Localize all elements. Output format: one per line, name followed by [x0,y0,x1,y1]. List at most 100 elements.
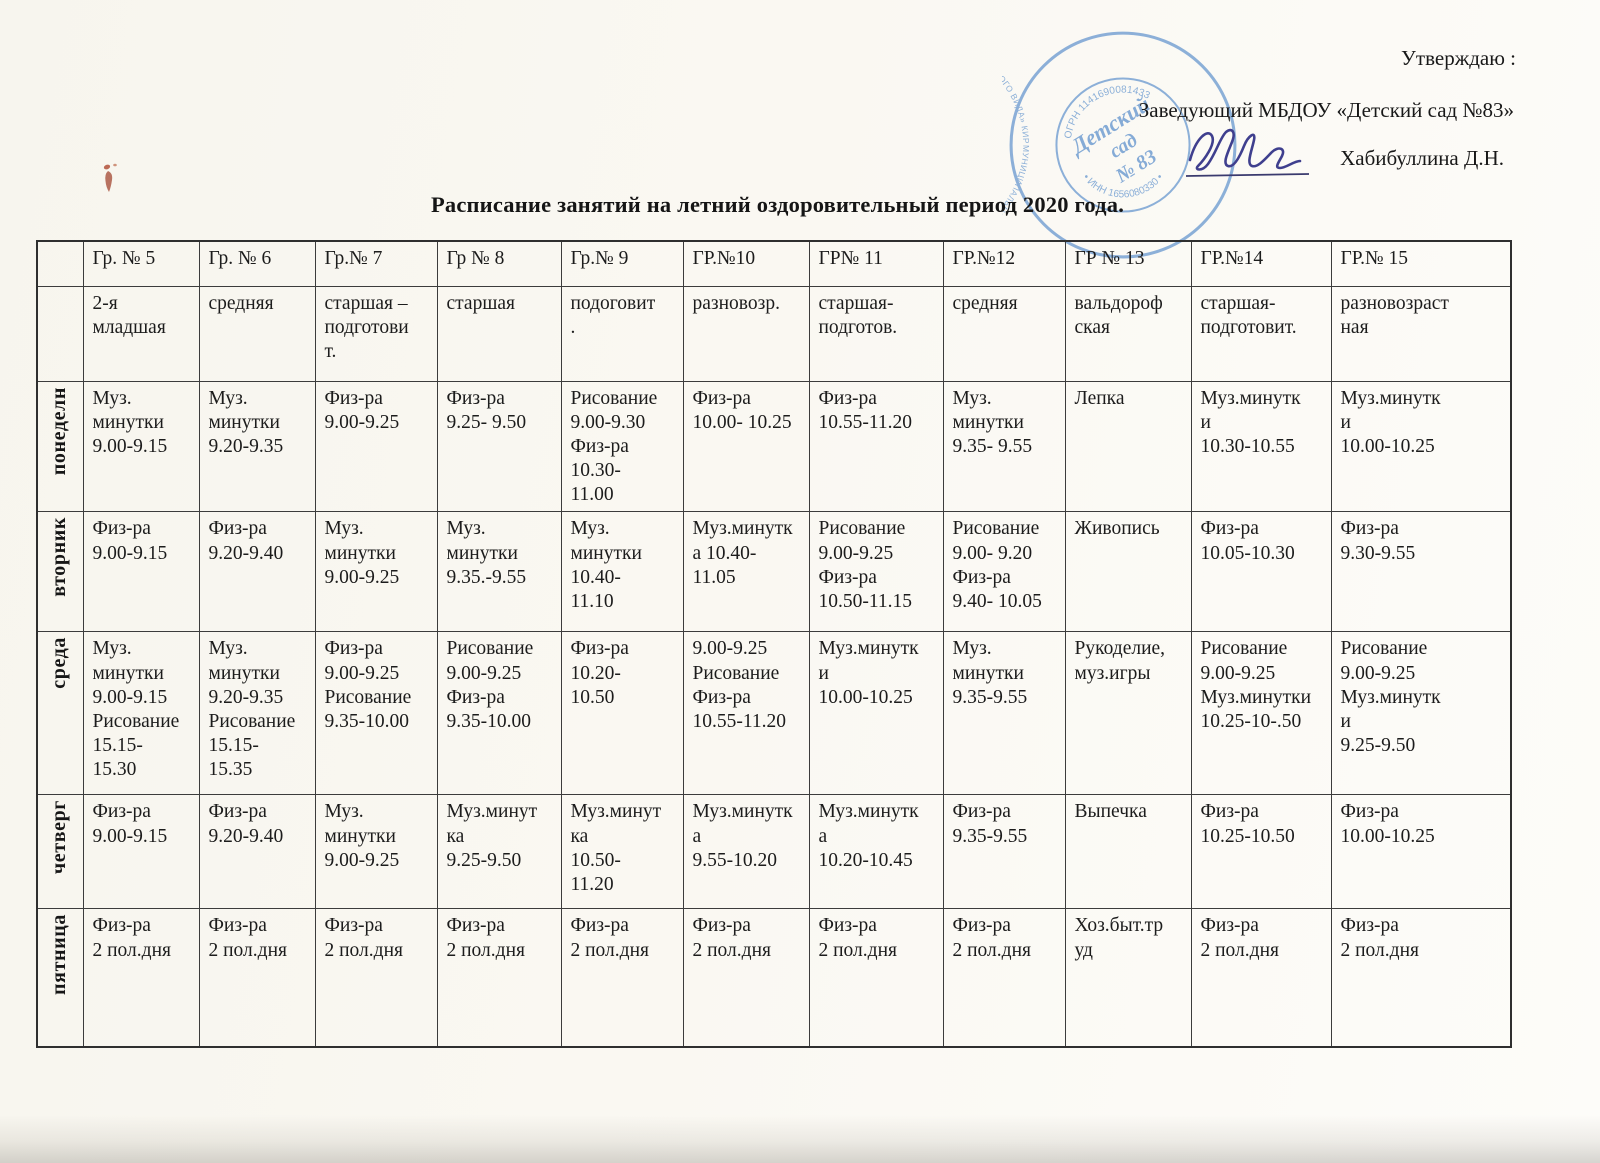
schedule-cell: Рисование 9.00-9.25 Муз.минутки 10.25-10… [1190,631,1332,796]
group-number-header: Гр. № 5 [82,240,200,287]
group-number-header: ГР.№14 [1190,240,1332,287]
schedule-cell: Хоз.быт.тр уд [1064,908,1192,1048]
schedule-cell: Муз. минутки 9.00-9.25 [314,511,438,633]
schedule-cell: Физ-ра 10.00-10.25 [1330,794,1512,910]
schedule-cell: Муз.минут ка 10.50- 11.20 [560,794,684,910]
group-type-cell: средняя [942,285,1066,382]
schedule-cell: Муз.минутк а 10.20-10.45 [808,794,944,910]
signature-underline [1185,173,1310,177]
group-type-cell: старшая- подготовит. [1190,285,1332,382]
group-type-cell: старшая [436,285,562,382]
red-ink-smudge [103,163,117,192]
schedule-cell: Физ-ра 2 пол.дня [560,908,684,1048]
schedule-cell: Физ-ра 2 пол.дня [1190,908,1332,1048]
friday-row: пятница Физ-ра 2 пол.дня Физ-ра 2 пол.дн… [36,908,1512,1048]
schedule-cell: Муз.минутк и 10.00-10.25 [808,631,944,796]
schedule-cell: Физ-ра 9.25- 9.50 [436,380,562,513]
schedule-cell: Муз.минутк а 9.55-10.20 [682,794,810,910]
signature-ink [1185,128,1310,177]
schedule-cell: Физ-ра 9.30-9.55 [1330,511,1512,633]
approve-label: Утверждаю : [1401,46,1516,70]
group-number-header: Гр.№ 9 [560,240,684,287]
schedule-cell: Физ-ра 9.00-9.15 [82,794,200,910]
schedule-cell: Муз. минутки 9.20-9.35 [198,380,316,513]
tuesday-row: вторник Физ-ра 9.00-9.15 Физ-ра 9.20-9.4… [36,511,1512,633]
schedule-cell: Физ-ра 2 пол.дня [1330,908,1512,1048]
schedule-cell: Рисование 9.00-9.25 Физ-ра 9.35-10.00 [436,631,562,796]
schedule-cell: Живопись [1064,511,1192,633]
schedule-cell: Физ-ра 9.20-9.40 [198,511,316,633]
schedule-cell: Рисование 9.00- 9.20 Физ-ра 9.40- 10.05 [942,511,1066,633]
schedule-cell: Муз. минутки 9.35.-9.55 [436,511,562,633]
schedule-cell: Физ-ра 10.55-11.20 [808,380,944,513]
group-number-header: ГР № 13 [1064,240,1192,287]
group-number-row: Гр. № 5 Гр. № 6 Гр.№ 7 Гр № 8 Гр.№ 9 ГР.… [36,240,1512,287]
monday-row: понеделн Муз. минутки 9.00-9.15 Муз. мин… [36,380,1512,513]
schedule-cell: Муз. минутки 9.00-9.15 Рисование 15.15- … [82,631,200,796]
group-number-header: ГР.№10 [682,240,810,287]
stamp-ring-text: МУНИЦИПАЛЬНОЕ БЮДЖЕТНОЕ ДОШКОЛЬНОЕ ОБРАЗ… [1002,24,1031,253]
schedule-table: Гр. № 5 Гр. № 6 Гр.№ 7 Гр № 8 Гр.№ 9 ГР.… [36,240,1512,1048]
wednesday-row: среда Муз. минутки 9.00-9.15 Рисование 1… [36,631,1512,796]
group-type-cell: старшая – подготови т. [314,285,438,382]
schedule-cell: Муз. минутки 9.35-9.55 [942,631,1066,796]
group-number-header: Гр.№ 7 [314,240,438,287]
schedule-cell: Муз.минут ка 9.25-9.50 [436,794,562,910]
schedule-cell: Физ-ра 9.35-9.55 [942,794,1066,910]
document-title: Расписание занятий на летний оздоровител… [430,192,1125,217]
schedule-cell: Физ-ра 2 пол.дня [82,908,200,1048]
schedule-cell: Выпечка [1064,794,1192,910]
group-type-cell: средняя [198,285,316,382]
schedule-cell: Муз.минутк и 10.30-10.55 [1190,380,1332,513]
schedule-cell: Муз. минутки 9.00-9.25 [314,794,438,910]
group-type-cell: разновозраст ная [1330,285,1512,382]
day-label-friday: пятница [36,908,84,1048]
schedule-cell: Физ-ра 9.00-9.15 [82,511,200,633]
schedule-cell: Муз. минутки 10.40- 11.10 [560,511,684,633]
kindergarten-stamp: МУНИЦИПАЛЬНОЕ БЮДЖЕТНОЕ ДОШКОЛЬНОЕ ОБРАЗ… [1002,24,1237,259]
group-number-header: ГР.№ 15 [1330,240,1512,287]
group-number-header: Гр № 8 [436,240,562,287]
day-label-wednesday: среда [36,631,84,796]
schedule-cell: Рисование 9.00-9.30 Физ-ра 10.30- 11.00 [560,380,684,513]
group-type-cell: старшая- подготов. [808,285,944,382]
signatory-name: Хабибуллина Д.Н. [1340,146,1504,170]
schedule-cell: Физ-ра 10.25-10.50 [1190,794,1332,910]
group-number-header: Гр. № 6 [198,240,316,287]
corner-cell [36,240,84,287]
schedule-cell: Физ-ра 2 пол.дня [314,908,438,1048]
thursday-row: четверг Физ-ра 9.00-9.15 Физ-ра 9.20-9.4… [36,794,1512,910]
schedule-cell: Физ-ра 9.00-9.25 Рисование 9.35-10.00 [314,631,438,796]
svg-text:МУНИЦИПАЛЬНОЕ БЮДЖЕТНОЕ ДОШКОЛ: МУНИЦИПАЛЬНОЕ БЮДЖЕТНОЕ ДОШКОЛЬНОЕ ОБРАЗ… [1002,24,1031,253]
signature-stroke [1188,128,1302,171]
schedule-cell: Муз. минутки 9.00-9.15 [82,380,200,513]
schedule-cell: Физ-ра 10.00- 10.25 [682,380,810,513]
day-label-tuesday: вторник [36,511,84,633]
schedule-cell: Физ-ра 2 пол.дня [436,908,562,1048]
schedule-cell: Физ-ра 2 пол.дня [198,908,316,1048]
group-type-cell: подоговит . [560,285,684,382]
schedule-cell: Физ-ра 2 пол.дня [682,908,810,1048]
group-number-header: ГР№ 11 [808,240,944,287]
schedule-cell: Муз.минутк и 10.00-10.25 [1330,380,1512,513]
schedule-cell: Муз. минутки 9.35- 9.55 [942,380,1066,513]
stamp-inner-circle [1055,77,1191,213]
group-number-header: ГР.№12 [942,240,1066,287]
manager-title-line: Заведующий МБДОУ «Детский сад №83» [1138,98,1514,122]
day-label-monday: понеделн [36,380,84,513]
schedule-cell: Рисование 9.00-9.25 Физ-ра 10.50-11.15 [808,511,944,633]
schedule-cell: Физ-ра 2 пол.дня [808,908,944,1048]
schedule-cell: Лепка [1064,380,1192,513]
schedule-cell: Муз.минутк а 10.40- 11.05 [682,511,810,633]
day-label-thursday: четверг [36,794,84,910]
schedule-cell: Физ-ра 9.20-9.40 [198,794,316,910]
group-type-row: 2-я младшая средняя старшая – подготови … [36,285,1512,382]
schedule-cell: Физ-ра 9.00-9.25 [314,380,438,513]
group-type-cell: разновозр. [682,285,810,382]
schedule-cell: Рукоделие, муз.игры [1064,631,1192,796]
corner-cell [36,285,84,382]
schedule-cell: 9.00-9.25 Рисование Физ-ра 10.55-11.20 [682,631,810,796]
group-type-cell: вальдороф ская [1064,285,1192,382]
schedule-cell: Физ-ра 10.05-10.30 [1190,511,1332,633]
